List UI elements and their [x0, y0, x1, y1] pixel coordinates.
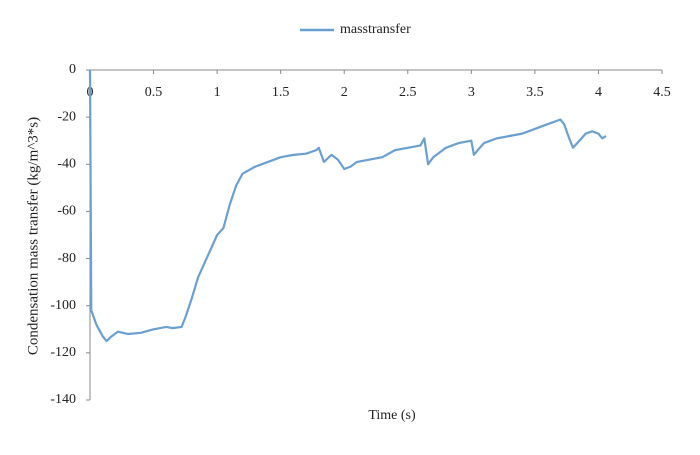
x-tick-label: 3.5: [526, 85, 544, 100]
y-tick-label: -80: [57, 251, 76, 266]
y-tick-label: -140: [50, 392, 76, 407]
x-tick-label: 4.5: [653, 85, 671, 100]
y-tick-label: 0: [69, 62, 76, 77]
legend-label: masstransfer: [340, 22, 411, 37]
y-tick-label: -20: [57, 109, 76, 124]
data-line: [88, 69, 607, 343]
x-tick-label: 4: [595, 85, 602, 100]
y-axis-title: Condensation mass transfer (kg/m^3*s): [25, 117, 41, 355]
x-tick-label: 2.5: [399, 85, 417, 100]
y-tick-label: -100: [50, 298, 76, 313]
y-tick-label: -40: [57, 157, 76, 172]
x-tick-label: 1: [214, 85, 221, 100]
x-tick-label: 2: [341, 85, 348, 100]
x-axis-title: Time (s): [368, 408, 416, 423]
y-tick-label: -60: [57, 204, 76, 219]
x-tick-label: 0.5: [145, 85, 163, 100]
x-tick-label: 3: [468, 85, 475, 100]
y-tick-label: -120: [50, 345, 76, 360]
x-tick-label: 1.5: [272, 85, 290, 100]
